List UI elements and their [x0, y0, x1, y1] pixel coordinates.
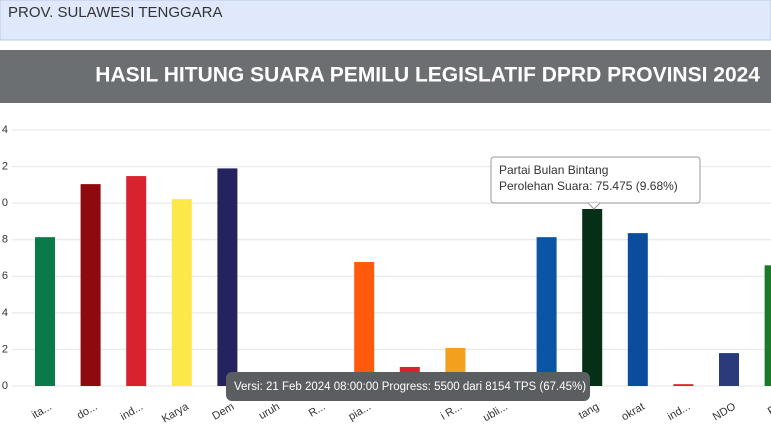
y-tick-label: 8	[2, 234, 8, 246]
y-tick-label: 2	[2, 160, 8, 172]
bar	[764, 265, 771, 386]
title-banner	[0, 50, 771, 103]
title: HASIL HITUNG SUARA PEMILU LEGISLATIF DPR…	[95, 64, 760, 87]
bar	[719, 353, 739, 386]
bar	[673, 384, 694, 386]
bar	[217, 168, 238, 386]
tooltip-pointer	[587, 202, 601, 210]
bar	[536, 237, 557, 386]
y-tick-label: 2	[2, 343, 8, 355]
tooltip-body: Perolehan Suara: 75.475 (9.68%)	[499, 179, 678, 193]
y-tick-label: 0	[2, 380, 8, 392]
y-tick-label: 4	[2, 307, 8, 319]
version-box	[226, 372, 590, 401]
bar	[80, 184, 101, 386]
version: Versi: 21 Feb 2024 08:00:00 Progress: 55…	[226, 372, 590, 401]
bar	[126, 176, 147, 386]
y-tick-label: 4	[2, 124, 8, 136]
version-text: Versi: 21 Feb 2024 08:00:00 Progress: 55…	[234, 381, 586, 393]
x-tick-label: Pe	[766, 401, 771, 418]
region: PROV. SULAWESI TENGGARA	[8, 4, 223, 21]
bar	[35, 237, 55, 386]
y-tick-label: 0	[2, 197, 8, 209]
y-tick-label: 6	[2, 270, 8, 282]
region-bar	[0, 0, 771, 41]
bar	[354, 262, 375, 386]
bar	[627, 233, 648, 386]
tooltip-title: Partai Bulan Bintang	[499, 163, 608, 177]
tooltip: Partai Bulan Bintang Perolehan Suara: 75…	[490, 156, 701, 210]
bar	[582, 208, 603, 386]
bar	[171, 199, 192, 386]
